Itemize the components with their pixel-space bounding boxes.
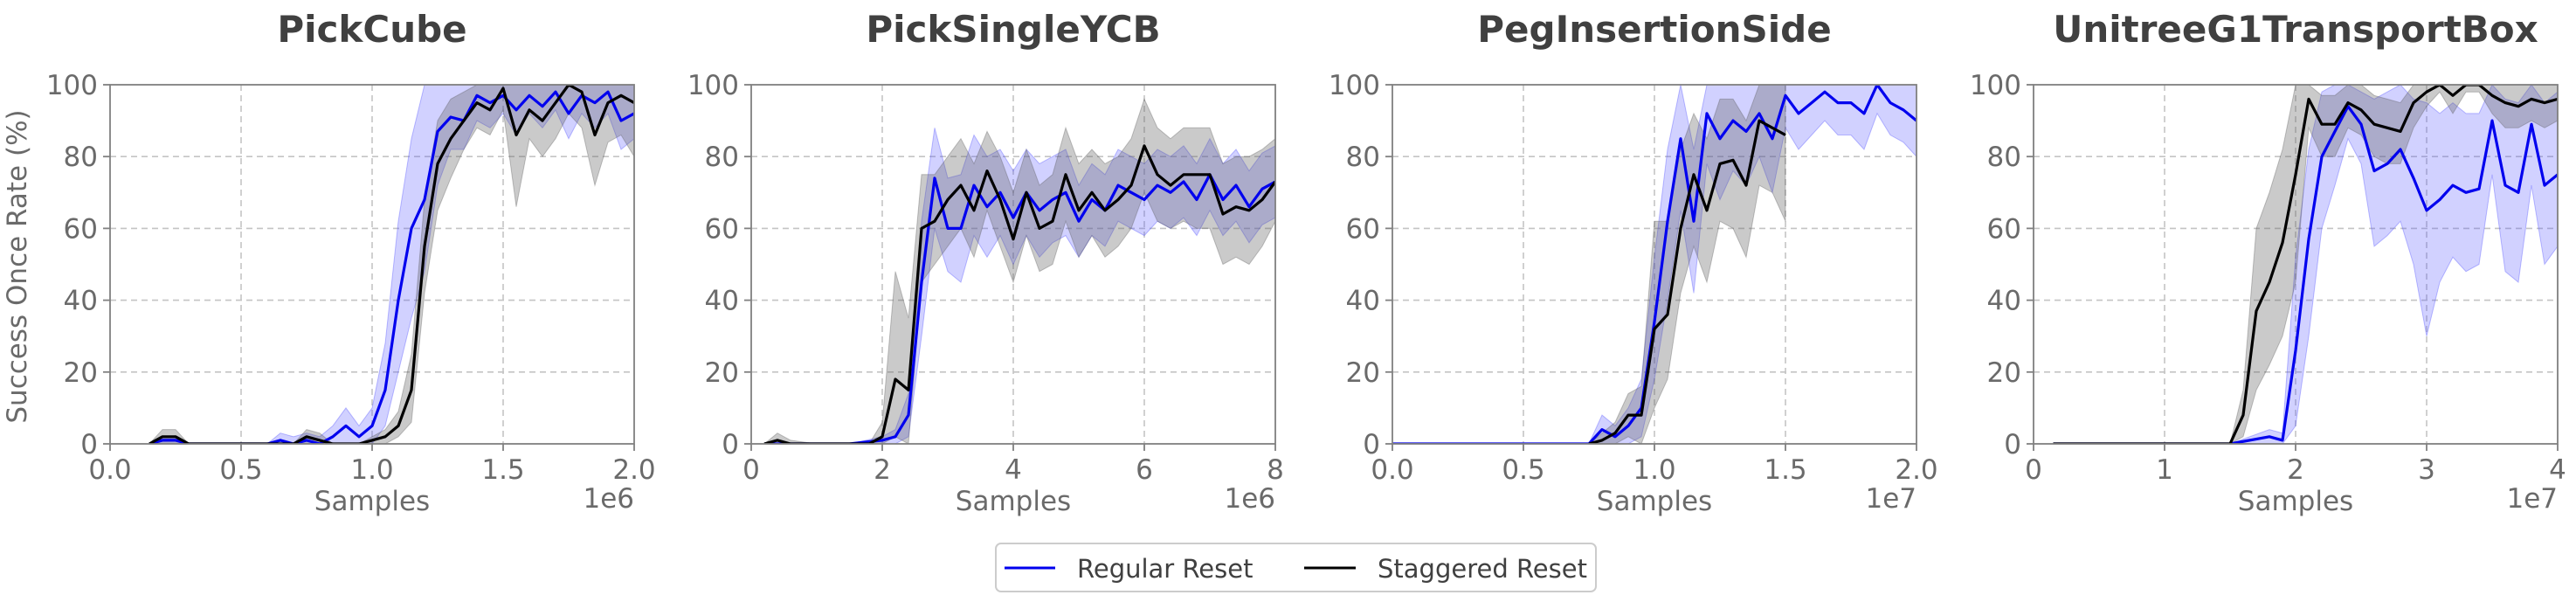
x-axis-label: Samples [2238, 486, 2353, 517]
y-tick-label: 100 [1329, 70, 1380, 101]
x-tick-label: 0.5 [219, 454, 262, 486]
x-tick-label: 2 [2287, 454, 2304, 486]
y-tick-label: 80 [64, 142, 98, 173]
y-tick-label: 40 [64, 286, 98, 317]
y-tick-label: 0 [722, 429, 739, 460]
series-line-staggered-reset [763, 144, 1275, 444]
chart-panel-picksingleycb: PickSingleYCB 0 20 40 60 80 100 0 2 4 6 8 Samples 1e6 [687, 8, 1284, 517]
y-tick-label: 60 [1346, 213, 1380, 245]
plot-area [2053, 85, 2558, 444]
x-tick-label: 6 [1136, 454, 1153, 486]
chart-panel-peginsertionside: PegInsertionSide 0 20 40 60 80 100 0.0 0.5 1.0 1.5… [1329, 8, 1938, 517]
y-tick-label: 20 [64, 357, 98, 389]
band-staggered-reset [2053, 85, 2558, 444]
x-axis-multiplier: 1e7 [1865, 483, 1916, 515]
x-tick-label: 4 [2549, 454, 2566, 486]
y-tick-label: 60 [64, 213, 98, 245]
y-tick-label: 60 [1987, 213, 2021, 245]
y-axis-label: Success Once Rate (%) [2, 109, 33, 423]
band-regular-reset [148, 85, 634, 444]
x-tick-label: 2 [874, 454, 891, 486]
series-line-regular-reset [2053, 105, 2558, 444]
y-tick-label: 40 [1987, 286, 2021, 317]
y-tick-label: 0 [80, 429, 98, 460]
y-tick-label: 0 [2004, 429, 2021, 460]
x-tick-label: 1 [2156, 454, 2173, 486]
plot-area [763, 98, 1275, 444]
x-tick-label: 1.0 [350, 454, 393, 486]
plot-area [1392, 85, 1916, 444]
x-tick-label: 3 [2418, 454, 2435, 486]
y-tick-label: 0 [1363, 429, 1380, 460]
y-tick-label: 20 [1987, 357, 2021, 389]
series-line-staggered-reset [1588, 119, 1786, 444]
chart-title: PegInsertionSide [1477, 8, 1831, 51]
band-staggered-reset [763, 98, 1275, 444]
chart-title: UnitreeG1TransportBox [2053, 8, 2538, 51]
band-regular-reset [764, 128, 1275, 444]
x-tick-label: 4 [1005, 454, 1022, 486]
x-tick-label: 0.5 [1502, 454, 1544, 486]
x-tick-label: 1.0 [1633, 454, 1675, 486]
legend-label-staggered-reset: Staggered Reset [1378, 554, 1587, 584]
legend-frame [995, 543, 1597, 592]
series-line-staggered-reset [2053, 85, 2558, 444]
y-tick-label: 100 [687, 70, 739, 101]
series-line-regular-reset [148, 90, 634, 444]
y-tick-label: 60 [705, 213, 739, 245]
x-tick-label: 0 [742, 454, 760, 486]
legend: Regular Reset Staggered Reset [995, 543, 1597, 592]
x-axis-label: Samples [1597, 486, 1712, 517]
x-tick-label: 1.5 [481, 454, 524, 486]
chart-panel-pickcube: PickCube 0 20 40 60 80 100 0.0 0.5 1.0 1.5 2.0 Sampl… [46, 8, 656, 517]
x-tick-label: 2.0 [612, 454, 655, 486]
series-line-regular-reset [764, 173, 1275, 444]
x-tick-label: 8 [1267, 454, 1284, 486]
x-axis-multiplier: 1e6 [583, 483, 634, 515]
x-axis-label: Samples [314, 486, 430, 517]
y-tick-label: 80 [1987, 142, 2021, 173]
x-tick-label: 0.0 [1371, 454, 1413, 486]
x-tick-label: 0.0 [88, 454, 131, 486]
x-axis-multiplier: 1e6 [1224, 483, 1275, 515]
chart-panel-unitreeg1transportbox: UnitreeG1TransportBox 0 20 40 60 80 100 0 1 2 3 4 Sa… [1970, 8, 2566, 517]
legend-label-regular-reset: Regular Reset [1077, 554, 1253, 584]
chart-title: PickSingleYCB [866, 8, 1160, 51]
y-tick-label: 100 [1970, 70, 2021, 101]
y-tick-label: 20 [705, 357, 739, 389]
series-line-regular-reset [1392, 85, 1916, 444]
x-tick-label: 1.5 [1764, 454, 1806, 486]
band-staggered-reset [148, 85, 634, 444]
y-tick-label: 20 [1346, 357, 1380, 389]
y-tick-label: 40 [1346, 286, 1380, 317]
y-tick-label: 100 [46, 70, 98, 101]
plot-area [148, 85, 634, 444]
chart-title: PickCube [277, 8, 466, 51]
x-tick-label: 2.0 [1895, 454, 1937, 486]
band-staggered-reset [1588, 85, 1786, 444]
y-tick-label: 80 [705, 142, 739, 173]
x-axis-multiplier: 1e7 [2506, 483, 2558, 515]
x-axis-label: Samples [956, 486, 1071, 517]
series-line-staggered-reset [148, 85, 634, 444]
y-tick-label: 80 [1346, 142, 1380, 173]
x-tick-label: 0 [2025, 454, 2042, 486]
y-tick-label: 40 [705, 286, 739, 317]
